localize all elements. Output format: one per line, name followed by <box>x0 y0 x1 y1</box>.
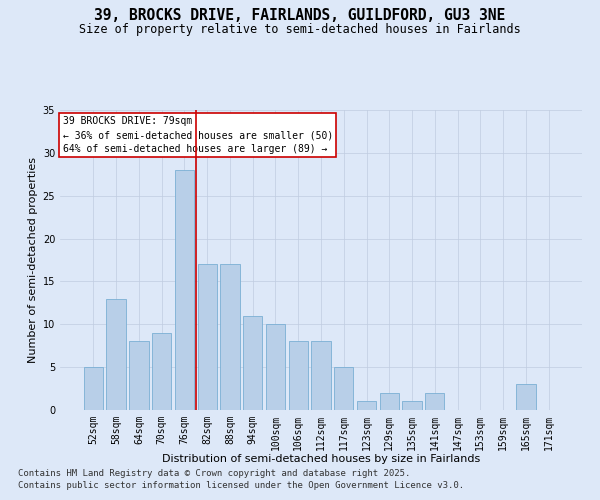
Bar <box>197 264 217 410</box>
Bar <box>516 384 536 410</box>
Bar <box>129 342 149 410</box>
Bar <box>425 393 445 410</box>
Text: 39, BROCKS DRIVE, FAIRLANDS, GUILDFORD, GU3 3NE: 39, BROCKS DRIVE, FAIRLANDS, GUILDFORD, … <box>94 8 506 22</box>
Bar <box>152 333 172 410</box>
Bar <box>357 402 376 410</box>
Bar <box>311 342 331 410</box>
Text: Contains HM Land Registry data © Crown copyright and database right 2025.: Contains HM Land Registry data © Crown c… <box>18 468 410 477</box>
Bar <box>84 367 103 410</box>
X-axis label: Distribution of semi-detached houses by size in Fairlands: Distribution of semi-detached houses by … <box>162 454 480 464</box>
Bar <box>266 324 285 410</box>
Text: Size of property relative to semi-detached houses in Fairlands: Size of property relative to semi-detach… <box>79 22 521 36</box>
Bar <box>289 342 308 410</box>
Y-axis label: Number of semi-detached properties: Number of semi-detached properties <box>28 157 38 363</box>
Bar <box>403 402 422 410</box>
Text: Contains public sector information licensed under the Open Government Licence v3: Contains public sector information licen… <box>18 481 464 490</box>
Bar <box>380 393 399 410</box>
Text: 39 BROCKS DRIVE: 79sqm
← 36% of semi-detached houses are smaller (50)
64% of sem: 39 BROCKS DRIVE: 79sqm ← 36% of semi-det… <box>62 116 333 154</box>
Bar <box>334 367 353 410</box>
Bar <box>106 298 126 410</box>
Bar <box>175 170 194 410</box>
Bar <box>243 316 262 410</box>
Bar <box>220 264 239 410</box>
